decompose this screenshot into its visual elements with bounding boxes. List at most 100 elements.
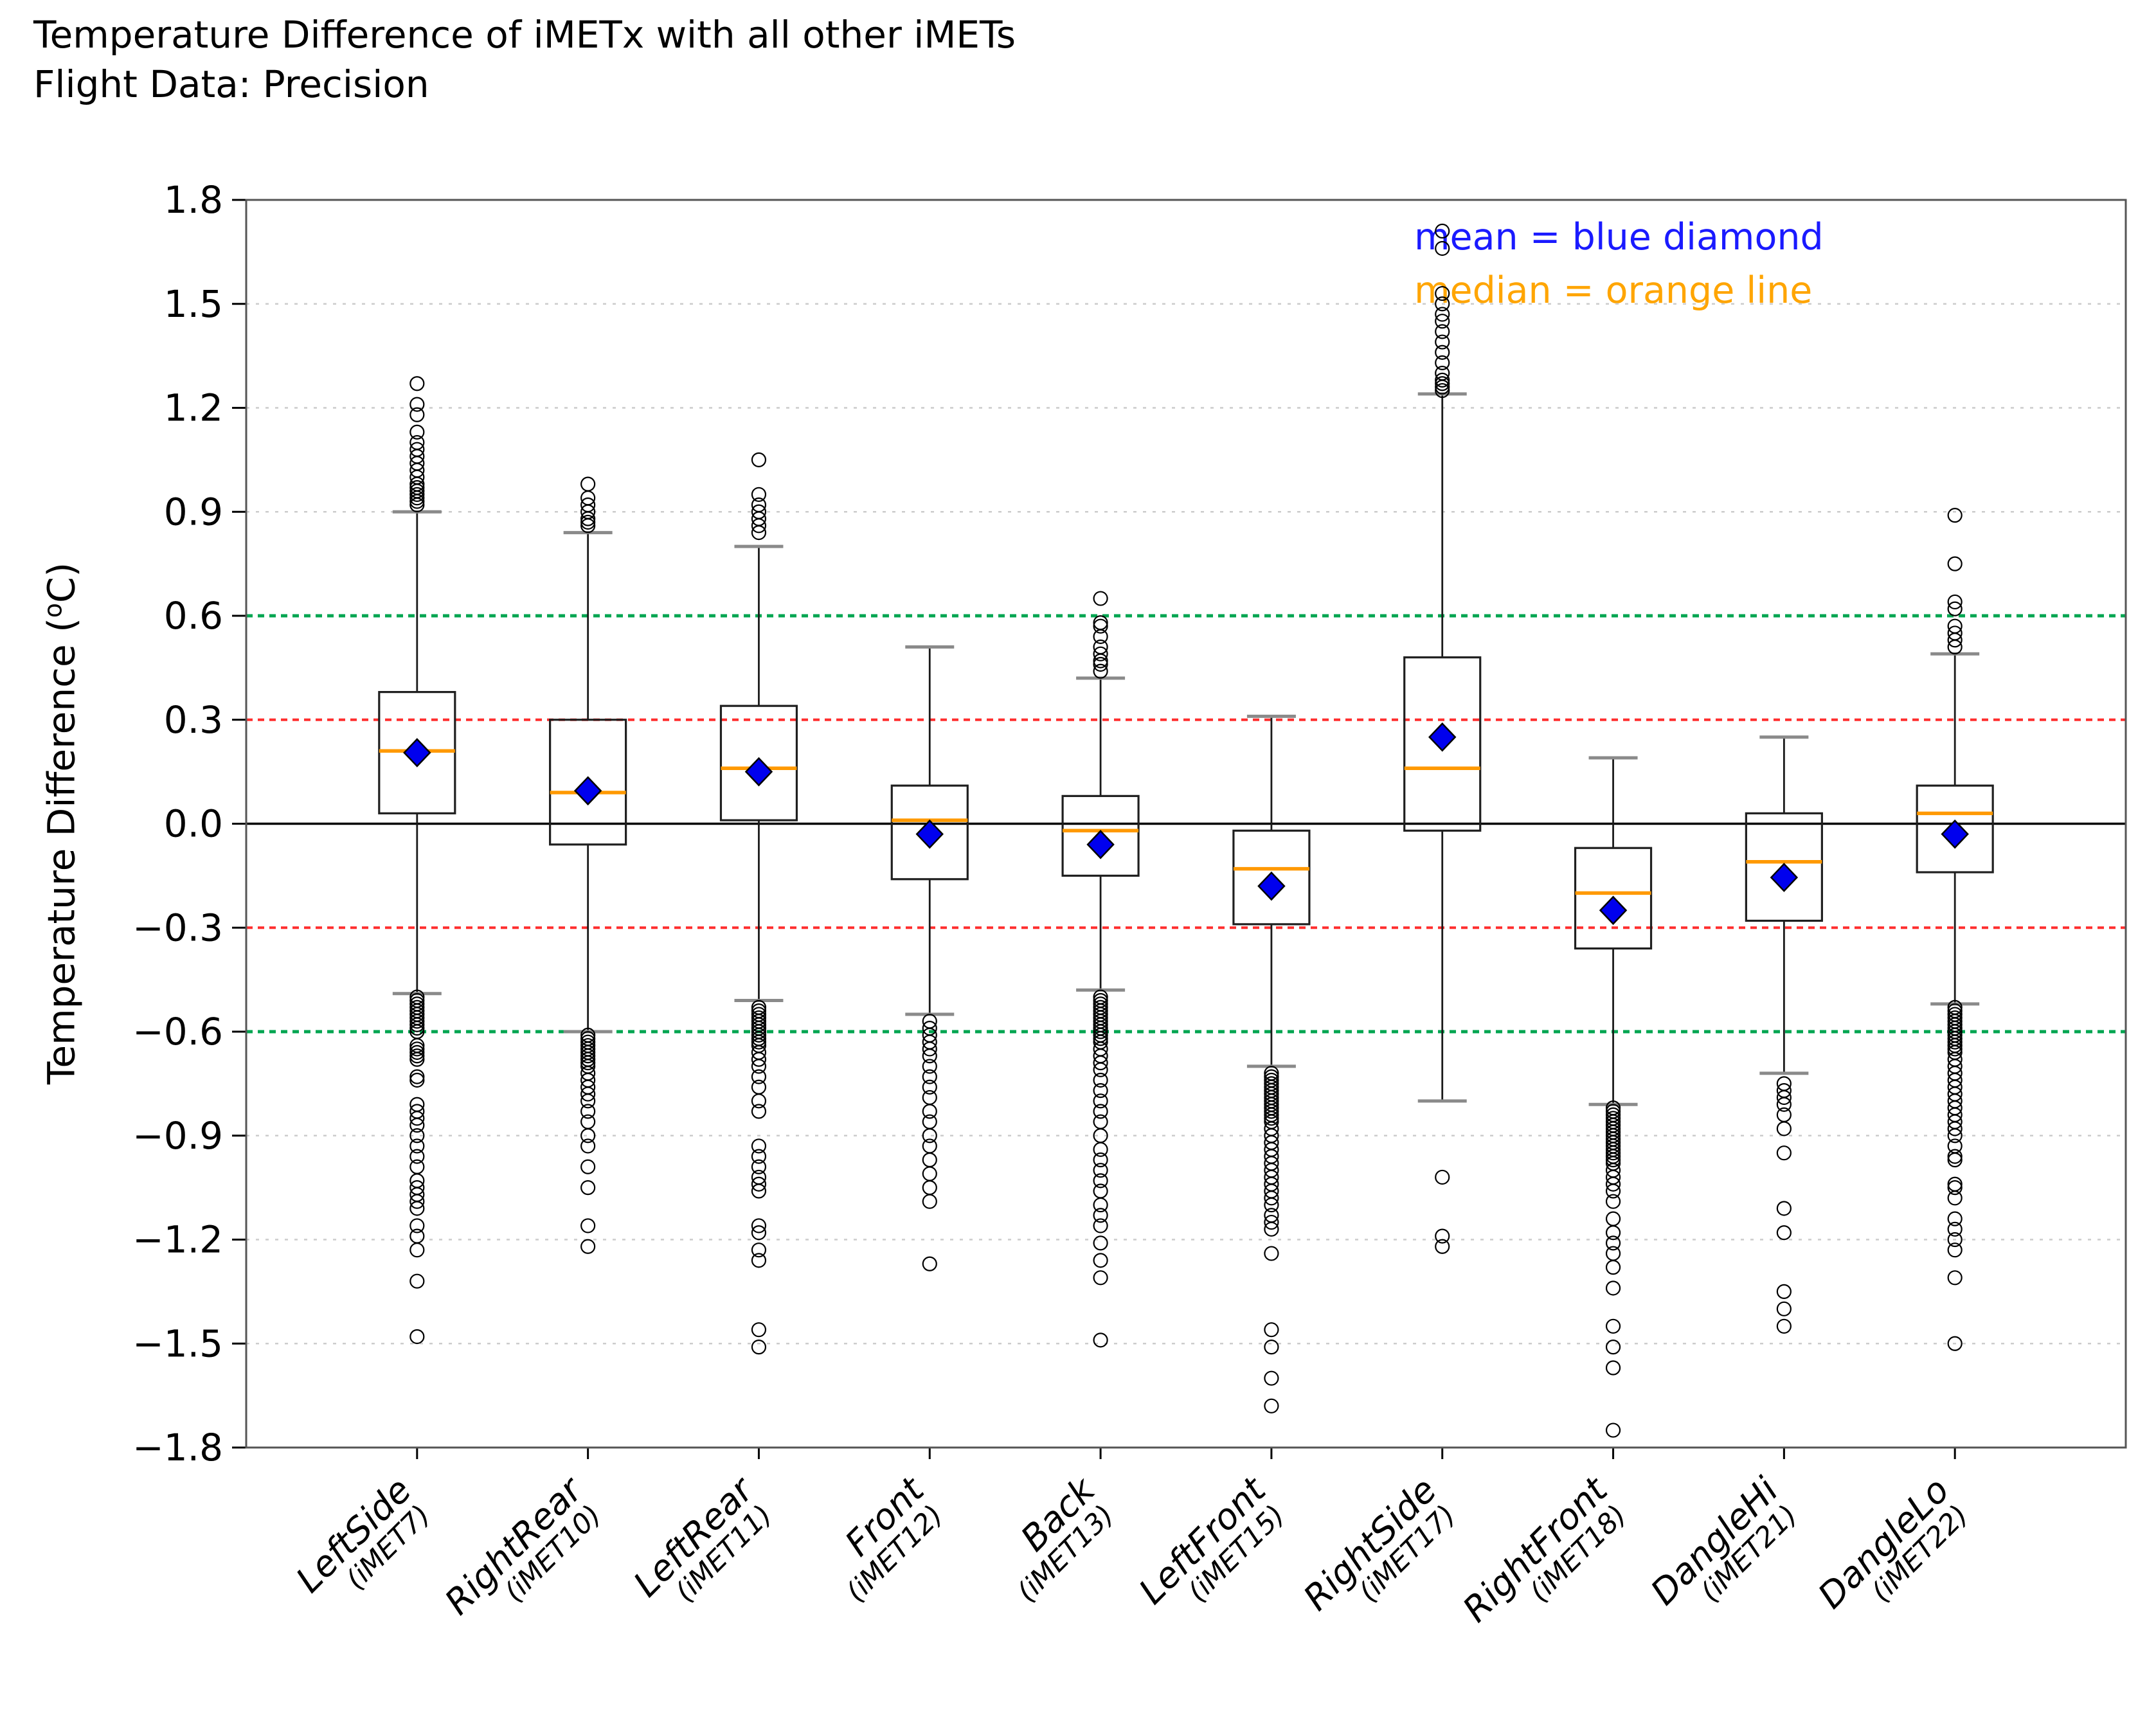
outlier-point-RightRear [580,1128,596,1144]
box-DangleLo [1916,784,1994,874]
box-Back [1061,794,1140,877]
outlier-point-DangleHi [1776,1318,1792,1334]
outlier-point-LeftRear [751,1149,767,1164]
outlier-point-RightFront [1605,1246,1621,1261]
outlier-point-DangleLo [1947,1232,1963,1248]
outlier-point-LeftRear [751,1253,767,1268]
outlier-point-RightSide [1435,223,1450,239]
outlier-point-RightSide [1435,314,1450,329]
outlier-point-LeftSide [409,435,425,451]
outlier-point-RightFront [1605,1194,1621,1209]
outlier-point-Back [1093,663,1108,679]
outlier-point-RightFront [1605,1145,1621,1161]
outlier-point-LeftSide [409,424,425,440]
outlier-point-RightSide [1435,334,1450,350]
outlier-point-RightSide [1435,355,1450,371]
outlier-point-LeftRear [751,1242,767,1258]
outlier-point-LeftSide [409,1041,425,1057]
outlier-point-LeftSide [409,1159,425,1174]
outlier-point-RightRear [580,1180,596,1196]
outlier-point-RightFront [1605,1360,1621,1376]
outlier-point-LeftSide [409,1329,425,1345]
outlier-point-RightFront [1605,1422,1621,1438]
outlier-point-Front [922,1194,937,1209]
outlier-point-LeftSide [409,397,425,412]
outlier-point-LeftSide [409,1242,425,1258]
outlier-point-RightSide [1435,1239,1450,1254]
outlier-point-Back [1093,1183,1108,1199]
outlier-point-Back [1093,656,1108,672]
outlier-point-LeftRear [751,1138,767,1154]
outlier-point-DangleHi [1776,1090,1792,1106]
mean-diamond-Front [915,819,944,849]
outlier-point-Front [922,1059,937,1074]
outlier-point-Back [1093,1083,1108,1099]
outlier-point-RightFront [1605,1211,1621,1226]
x-tick-label-DangleLo: DangleLo(iMET22) [1810,1469,1975,1617]
outlier-point-RightSide [1435,1228,1450,1244]
mean-diamond-LeftRear [744,757,773,787]
outlier-point-LeftRear [751,1093,767,1109]
outlier-point-DangleLo [1947,625,1963,641]
outlier-point-RightSide [1435,345,1450,360]
mean-diamond-RightFront [1599,895,1628,926]
outlier-point-LeftFront [1264,1190,1279,1206]
outlier-point-Back [1093,1235,1108,1251]
chart-title: Temperature Difference of iMETx with all… [33,10,1016,109]
outlier-point-DangleLo [1947,1270,1963,1286]
outlier-point-LeftRear [751,1183,767,1199]
outlier-point-RightFront [1605,1225,1621,1241]
x-tick-label-LeftFront: LeftFront(iMET15) [1131,1468,1291,1612]
outlier-point-LeftSide [409,1149,425,1164]
outlier-point-RightRear [580,1093,596,1109]
x-tick-label-RightSide: RightSide(iMET17) [1295,1469,1462,1619]
outlier-point-Back [1093,1197,1108,1213]
outlier-point-DangleLo [1947,1149,1963,1164]
outlier-point-Back [1093,1173,1108,1188]
outlier-point-Back [1093,1114,1108,1129]
outlier-point-Front [922,1166,937,1181]
y-tick-label: 0.0 [164,802,223,846]
outlier-point-LeftFront [1264,1221,1279,1237]
outlier-point-DangleHi [1776,1284,1792,1299]
outlier-point-RightSide [1435,296,1450,312]
outlier-point-RightRear [580,476,596,492]
outlier-point-LeftSide [409,1045,425,1060]
outlier-point-LeftFront [1264,1111,1279,1126]
outlier-point-DangleLo [1947,1180,1963,1196]
mean-diamond-RightSide [1428,722,1457,752]
outlier-point-DangleLo [1947,1034,1963,1050]
outlier-point-LeftSide [409,1021,425,1036]
outlier-point-LeftFront [1264,1246,1279,1261]
outlier-point-LeftSide [409,1138,425,1154]
x-tick-label-Front: Front(iMET12) [837,1468,949,1608]
outlier-point-RightRear [580,1239,596,1254]
outlier-point-RightFront [1605,1318,1621,1334]
outlier-point-RightSide [1435,285,1450,301]
outlier-point-Front [922,1079,937,1095]
outlier-point-LeftSide [409,1052,425,1067]
y-tick-label: 0.3 [164,698,223,742]
mean-diamond-Back [1086,830,1115,859]
outlier-point-LeftRear [751,487,767,502]
outlier-point-RightFront [1605,1340,1621,1355]
outlier-point-LeftSide [409,1017,425,1032]
outlier-point-LeftFront [1264,1340,1279,1355]
outlier-point-RightRear [580,1138,596,1154]
outlier-point-LeftSide [409,1048,425,1064]
outlier-point-LeftSide [409,1117,425,1133]
outlier-point-LeftFront [1264,1104,1279,1119]
outlier-point-Front [922,1180,937,1196]
outlier-point-LeftSide [409,1072,425,1088]
legend-mean-label: mean = blue diamond [1414,216,1824,258]
box-LeftRear [719,704,798,821]
outlier-point-LeftSide [409,1218,425,1233]
outlier-point-LeftRear [751,1034,767,1050]
box-RightFront [1574,847,1653,950]
outlier-point-RightFront [1605,1183,1621,1199]
outlier-point-LeftRear [751,1225,767,1241]
y-tick-label: −0.3 [132,906,223,949]
outlier-point-LeftFront [1264,1214,1279,1230]
